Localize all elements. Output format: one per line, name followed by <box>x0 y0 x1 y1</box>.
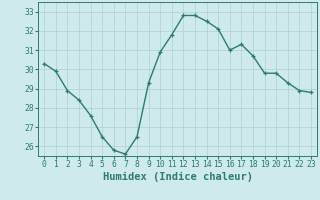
X-axis label: Humidex (Indice chaleur): Humidex (Indice chaleur) <box>103 172 252 182</box>
